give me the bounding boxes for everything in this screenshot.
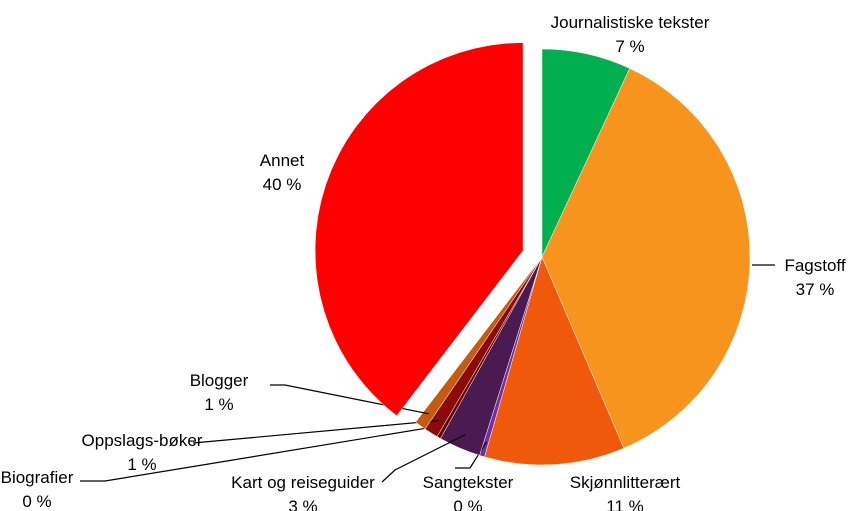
slice-value-label: 0 % (453, 497, 482, 511)
pie-slice (484, 256, 625, 466)
slice-value-label: 37 % (796, 280, 835, 299)
leader-line (381, 434, 466, 483)
leader-line (80, 424, 447, 482)
leader-line (270, 384, 429, 415)
slice-value-label: 11 % (606, 497, 644, 511)
pie-slice (415, 256, 543, 430)
slice-value-label: 0 % (22, 492, 51, 511)
slice-label: Annet (260, 151, 305, 170)
slice-value-label: 3 % (288, 497, 317, 511)
slice-label: Kart og reiseguider (231, 473, 375, 492)
slice-label: Fagstoff (784, 256, 845, 275)
slice-label: Journalistiske tekster (551, 13, 710, 32)
slice-label: Sangtekster (423, 473, 514, 492)
pie-slice (314, 42, 524, 417)
slice-label: Skjønnlitterært (570, 473, 681, 492)
slice-label: Biografier (1, 468, 74, 487)
slice-value-label: 1 % (204, 395, 233, 414)
slice-label: Blogger (190, 371, 249, 390)
leader-line (192, 419, 439, 444)
slice-value-label: 1 % (127, 455, 156, 474)
slice-label: Oppslags-bøker (82, 431, 203, 450)
slice-value-label: 7 % (615, 37, 644, 56)
slice-value-label: 40 % (263, 175, 302, 194)
pie-slice (541, 68, 751, 449)
